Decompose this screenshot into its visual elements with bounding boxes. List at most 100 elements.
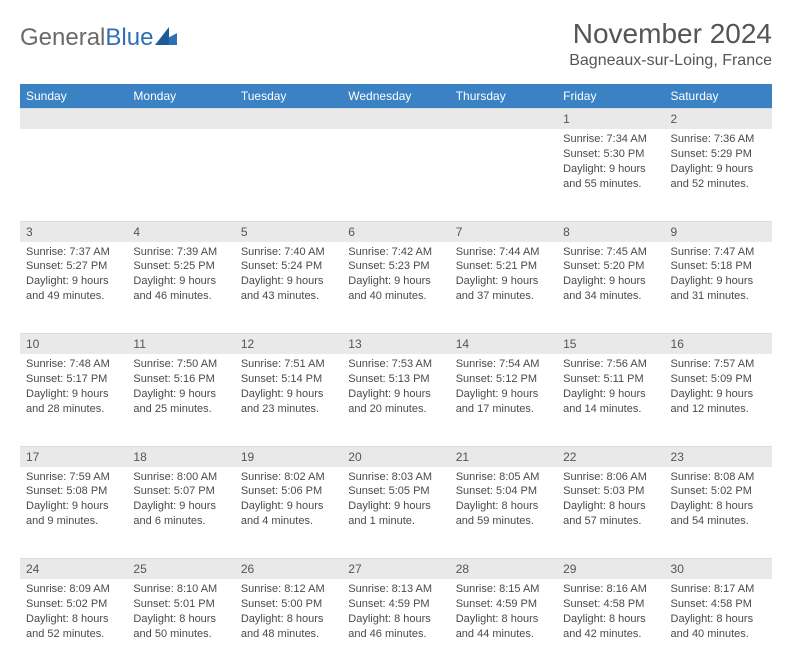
day-cell: [450, 129, 557, 221]
title-block: November 2024 Bagneaux-sur-Loing, France: [569, 18, 772, 70]
sunrise-line: Sunrise: 7:57 AM: [671, 357, 766, 372]
day-number: [235, 109, 342, 130]
daylight-line: Daylight: 8 hours and 42 minutes.: [563, 612, 658, 642]
daylight-line: Daylight: 9 hours and 17 minutes.: [456, 387, 551, 417]
day-details: Sunrise: 7:53 AMSunset: 5:13 PMDaylight:…: [342, 354, 449, 422]
day-details: Sunrise: 8:16 AMSunset: 4:58 PMDaylight:…: [557, 579, 664, 647]
day-details: Sunrise: 7:59 AMSunset: 5:08 PMDaylight:…: [20, 467, 127, 535]
sunrise-line: Sunrise: 7:37 AM: [26, 245, 121, 260]
day-cell: Sunrise: 7:40 AMSunset: 5:24 PMDaylight:…: [235, 242, 342, 334]
daylight-line: Daylight: 9 hours and 1 minute.: [348, 499, 443, 529]
day-cell: Sunrise: 7:50 AMSunset: 5:16 PMDaylight:…: [127, 354, 234, 446]
day-number: 3: [20, 221, 127, 242]
daylight-line: Daylight: 9 hours and 12 minutes.: [671, 387, 766, 417]
sunset-line: Sunset: 4:58 PM: [563, 597, 658, 612]
day-number: 30: [665, 559, 772, 580]
sunset-line: Sunset: 4:58 PM: [671, 597, 766, 612]
sunrise-line: Sunrise: 7:47 AM: [671, 245, 766, 260]
sunrise-line: Sunrise: 8:16 AM: [563, 582, 658, 597]
day-details: Sunrise: 7:47 AMSunset: 5:18 PMDaylight:…: [665, 242, 772, 310]
day-cell: Sunrise: 7:39 AMSunset: 5:25 PMDaylight:…: [127, 242, 234, 334]
day-number: 16: [665, 334, 772, 355]
day-number: 4: [127, 221, 234, 242]
day-number: 8: [557, 221, 664, 242]
day-cell: Sunrise: 8:00 AMSunset: 5:07 PMDaylight:…: [127, 467, 234, 559]
daylight-line: Daylight: 8 hours and 57 minutes.: [563, 499, 658, 529]
sunset-line: Sunset: 5:14 PM: [241, 372, 336, 387]
header: GeneralBlue November 2024 Bagneaux-sur-L…: [20, 18, 772, 70]
daylight-line: Daylight: 9 hours and 6 minutes.: [133, 499, 228, 529]
day-number: 2: [665, 109, 772, 130]
day-header-row: SundayMondayTuesdayWednesdayThursdayFrid…: [20, 84, 772, 109]
day-details: Sunrise: 7:48 AMSunset: 5:17 PMDaylight:…: [20, 354, 127, 422]
day-cell: Sunrise: 8:17 AMSunset: 4:58 PMDaylight:…: [665, 579, 772, 671]
logo-mark-icon: [155, 24, 177, 52]
sunrise-line: Sunrise: 7:53 AM: [348, 357, 443, 372]
day-cell: Sunrise: 7:44 AMSunset: 5:21 PMDaylight:…: [450, 242, 557, 334]
sunset-line: Sunset: 4:59 PM: [456, 597, 551, 612]
sunrise-line: Sunrise: 8:13 AM: [348, 582, 443, 597]
sunrise-line: Sunrise: 7:59 AM: [26, 470, 121, 485]
day-details: Sunrise: 8:03 AMSunset: 5:05 PMDaylight:…: [342, 467, 449, 535]
calendar-table: SundayMondayTuesdayWednesdayThursdayFrid…: [20, 84, 772, 671]
daylight-line: Daylight: 8 hours and 40 minutes.: [671, 612, 766, 642]
daylight-line: Daylight: 8 hours and 44 minutes.: [456, 612, 551, 642]
day-number: 7: [450, 221, 557, 242]
week-row: Sunrise: 7:59 AMSunset: 5:08 PM Daylight:…: [20, 467, 772, 559]
sunset-line: Sunset: 5:08 PM: [26, 484, 121, 499]
day-cell: Sunrise: 8:03 AMSunset: 5:05 PMDaylight:…: [342, 467, 449, 559]
sunset-line: Sunset: 5:16 PM: [133, 372, 228, 387]
day-details: Sunrise: 8:05 AMSunset: 5:04 PMDaylight:…: [450, 467, 557, 535]
day-header: Wednesday: [342, 84, 449, 109]
sunrise-line: Sunrise: 8:06 AM: [563, 470, 658, 485]
daylight-line: Daylight: 8 hours and 54 minutes.: [671, 499, 766, 529]
day-cell: Sunrise: 7:37 AMSunset: 5:27 PMDaylight:…: [20, 242, 127, 334]
day-number: 29: [557, 559, 664, 580]
sunset-line: Sunset: 5:04 PM: [456, 484, 551, 499]
day-cell: Sunrise: 7:57 AMSunset: 5:09 PMDaylight:…: [665, 354, 772, 446]
sunset-line: Sunset: 5:03 PM: [563, 484, 658, 499]
day-number: 23: [665, 446, 772, 467]
sunset-line: Sunset: 5:00 PM: [241, 597, 336, 612]
day-details: Sunrise: 7:36 AMSunset: 5:29 PMDaylight:…: [665, 129, 772, 197]
sunset-line: Sunset: 5:27 PM: [26, 259, 121, 274]
sunrise-line: Sunrise: 8:10 AM: [133, 582, 228, 597]
day-number: 1: [557, 109, 664, 130]
daylight-line: Daylight: 8 hours and 48 minutes.: [241, 612, 336, 642]
daylight-line: Daylight: 9 hours and 4 minutes.: [241, 499, 336, 529]
day-number: 27: [342, 559, 449, 580]
day-details: Sunrise: 7:50 AMSunset: 5:16 PMDaylight:…: [127, 354, 234, 422]
sunrise-line: Sunrise: 7:48 AM: [26, 357, 121, 372]
sunset-line: Sunset: 5:18 PM: [671, 259, 766, 274]
daylight-line: Daylight: 9 hours and 37 minutes.: [456, 274, 551, 304]
day-details: Sunrise: 7:44 AMSunset: 5:21 PMDaylight:…: [450, 242, 557, 310]
daylight-line: Daylight: 9 hours and 49 minutes.: [26, 274, 121, 304]
day-details: Sunrise: 8:13 AMSunset: 4:59 PMDaylight:…: [342, 579, 449, 647]
day-details: Sunrise: 7:45 AMSunset: 5:20 PMDaylight:…: [557, 242, 664, 310]
day-number: 26: [235, 559, 342, 580]
sunset-line: Sunset: 5:30 PM: [563, 147, 658, 162]
sunset-line: Sunset: 5:07 PM: [133, 484, 228, 499]
day-cell: [235, 129, 342, 221]
day-details: Sunrise: 7:40 AMSunset: 5:24 PMDaylight:…: [235, 242, 342, 310]
day-cell: [342, 129, 449, 221]
day-number: 28: [450, 559, 557, 580]
day-details: Sunrise: 8:17 AMSunset: 4:58 PMDaylight:…: [665, 579, 772, 647]
day-details: Sunrise: 8:02 AMSunset: 5:06 PMDaylight:…: [235, 467, 342, 535]
day-cell: Sunrise: 7:36 AMSunset: 5:29 PMDaylight:…: [665, 129, 772, 221]
sunrise-line: Sunrise: 8:08 AM: [671, 470, 766, 485]
sunset-line: Sunset: 5:02 PM: [671, 484, 766, 499]
day-number: 24: [20, 559, 127, 580]
day-cell: Sunrise: 7:51 AMSunset: 5:14 PMDaylight:…: [235, 354, 342, 446]
daylight-line: Daylight: 9 hours and 25 minutes.: [133, 387, 228, 417]
sunset-line: Sunset: 5:05 PM: [348, 484, 443, 499]
daynum-row: 17181920212223: [20, 446, 772, 467]
week-row: Sunrise: 8:09 AMSunset: 5:02 PMDaylight:…: [20, 579, 772, 671]
week-row: Sunrise: 7:37 AMSunset: 5:27 PMDaylight:…: [20, 242, 772, 334]
sunset-line: Sunset: 5:25 PM: [133, 259, 228, 274]
sunrise-line: Sunrise: 8:05 AM: [456, 470, 551, 485]
sunset-line: Sunset: 5:29 PM: [671, 147, 766, 162]
day-number: [450, 109, 557, 130]
daylight-line: Daylight: 8 hours and 50 minutes.: [133, 612, 228, 642]
day-number: 22: [557, 446, 664, 467]
